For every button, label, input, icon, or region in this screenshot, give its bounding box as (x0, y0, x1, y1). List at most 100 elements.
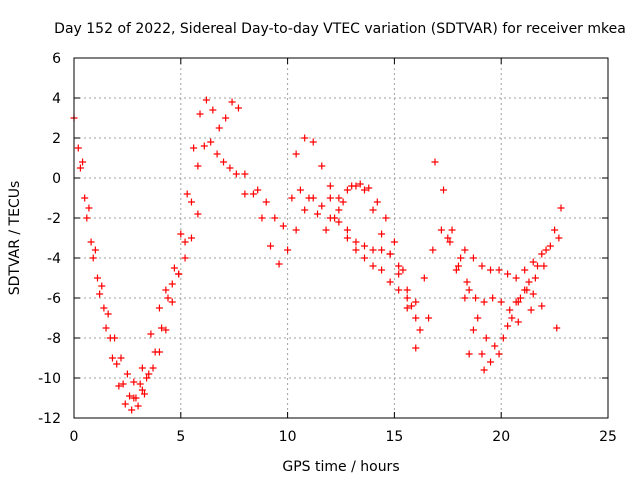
data-point (538, 251, 545, 258)
data-point (547, 243, 554, 250)
data-point (276, 261, 283, 268)
x-tick-label: 25 (599, 429, 617, 445)
data-point (525, 279, 532, 286)
data-point (310, 139, 317, 146)
data-point (538, 303, 545, 310)
data-point (135, 403, 142, 410)
data-point (530, 291, 537, 298)
data-point (94, 275, 101, 282)
grid (74, 58, 608, 418)
y-tick-label: 6 (52, 51, 61, 67)
data-point (203, 97, 210, 104)
data-point (378, 231, 385, 238)
data-point (220, 159, 227, 166)
data-point (229, 99, 236, 106)
data-point (130, 379, 137, 386)
data-point (164, 295, 171, 302)
data-point (288, 195, 295, 202)
data-point (504, 271, 511, 278)
data-point (464, 279, 471, 286)
data-point (162, 287, 169, 294)
data-point (496, 267, 503, 274)
data-point (551, 227, 558, 234)
data-point (188, 199, 195, 206)
data-point (378, 267, 385, 274)
y-tick-label: 4 (52, 91, 61, 107)
data-point (431, 159, 438, 166)
data-point (250, 191, 257, 198)
data-point (352, 247, 359, 254)
data-point (235, 105, 242, 112)
data-point (470, 255, 477, 262)
y-tick-label: 0 (52, 171, 61, 187)
data-point (352, 239, 359, 246)
series-arc-12 (466, 307, 561, 374)
data-point (177, 231, 184, 238)
x-axis-label: GPS time / hours (282, 459, 399, 475)
data-point (513, 275, 520, 282)
data-point (284, 247, 291, 254)
y-tick-label: -2 (47, 211, 61, 227)
data-point (75, 145, 82, 152)
data-point (137, 381, 144, 388)
y-tick-label: -6 (47, 291, 61, 307)
data-point (241, 171, 248, 178)
data-point (378, 247, 385, 254)
data-point (395, 287, 402, 294)
data-point (214, 151, 221, 158)
data-point (301, 207, 308, 214)
data-point (194, 211, 201, 218)
data-point (156, 349, 163, 356)
data-point (323, 227, 330, 234)
data-point (449, 227, 456, 234)
x-tick-label: 5 (176, 429, 185, 445)
data-point (117, 355, 124, 362)
data-point (487, 359, 494, 366)
data-point (461, 247, 468, 254)
data-point (175, 271, 182, 278)
plot-frame (74, 58, 608, 418)
y-tick-label: -4 (47, 251, 61, 267)
data-point (113, 361, 120, 368)
data-point (472, 295, 479, 302)
data-point (83, 215, 90, 222)
data-point (96, 291, 103, 298)
data-point (331, 215, 338, 222)
data-point (105, 311, 112, 318)
data-point (466, 287, 473, 294)
data-point (335, 195, 342, 202)
data-point (508, 315, 515, 322)
data-point (489, 295, 496, 302)
data-point (421, 275, 428, 282)
data-point (515, 319, 522, 326)
data-point (481, 299, 488, 306)
data-point (254, 187, 261, 194)
data-point (184, 191, 191, 198)
y-tick-label: 2 (52, 131, 61, 147)
data-point (412, 315, 419, 322)
y-tick-label: -10 (38, 371, 61, 387)
data-point (481, 367, 488, 374)
data-point (504, 323, 511, 330)
data-point (387, 251, 394, 258)
series-arc-4 (130, 211, 201, 402)
data-point (438, 227, 445, 234)
data-point (156, 305, 163, 312)
series-arc-3 (79, 139, 248, 388)
data-point (555, 235, 562, 242)
data-point (335, 207, 342, 214)
data-point (361, 255, 368, 262)
data-point (305, 195, 312, 202)
x-tick-label: 15 (385, 429, 403, 445)
data-point (318, 203, 325, 210)
chart-title: Day 152 of 2022, Sidereal Day-to-day VTE… (54, 21, 626, 37)
data-point (387, 279, 394, 286)
data-point (171, 265, 178, 272)
data-point (147, 331, 154, 338)
data-point (474, 315, 481, 322)
y-tick-label: -8 (47, 331, 61, 347)
axis-ticks: 0 5 10 15 20 25 -12 -10 -8 -6 -4 -2 0 2 4 6 (38, 51, 617, 445)
data-point (534, 263, 541, 270)
data-point (335, 219, 342, 226)
data-points (71, 97, 565, 414)
